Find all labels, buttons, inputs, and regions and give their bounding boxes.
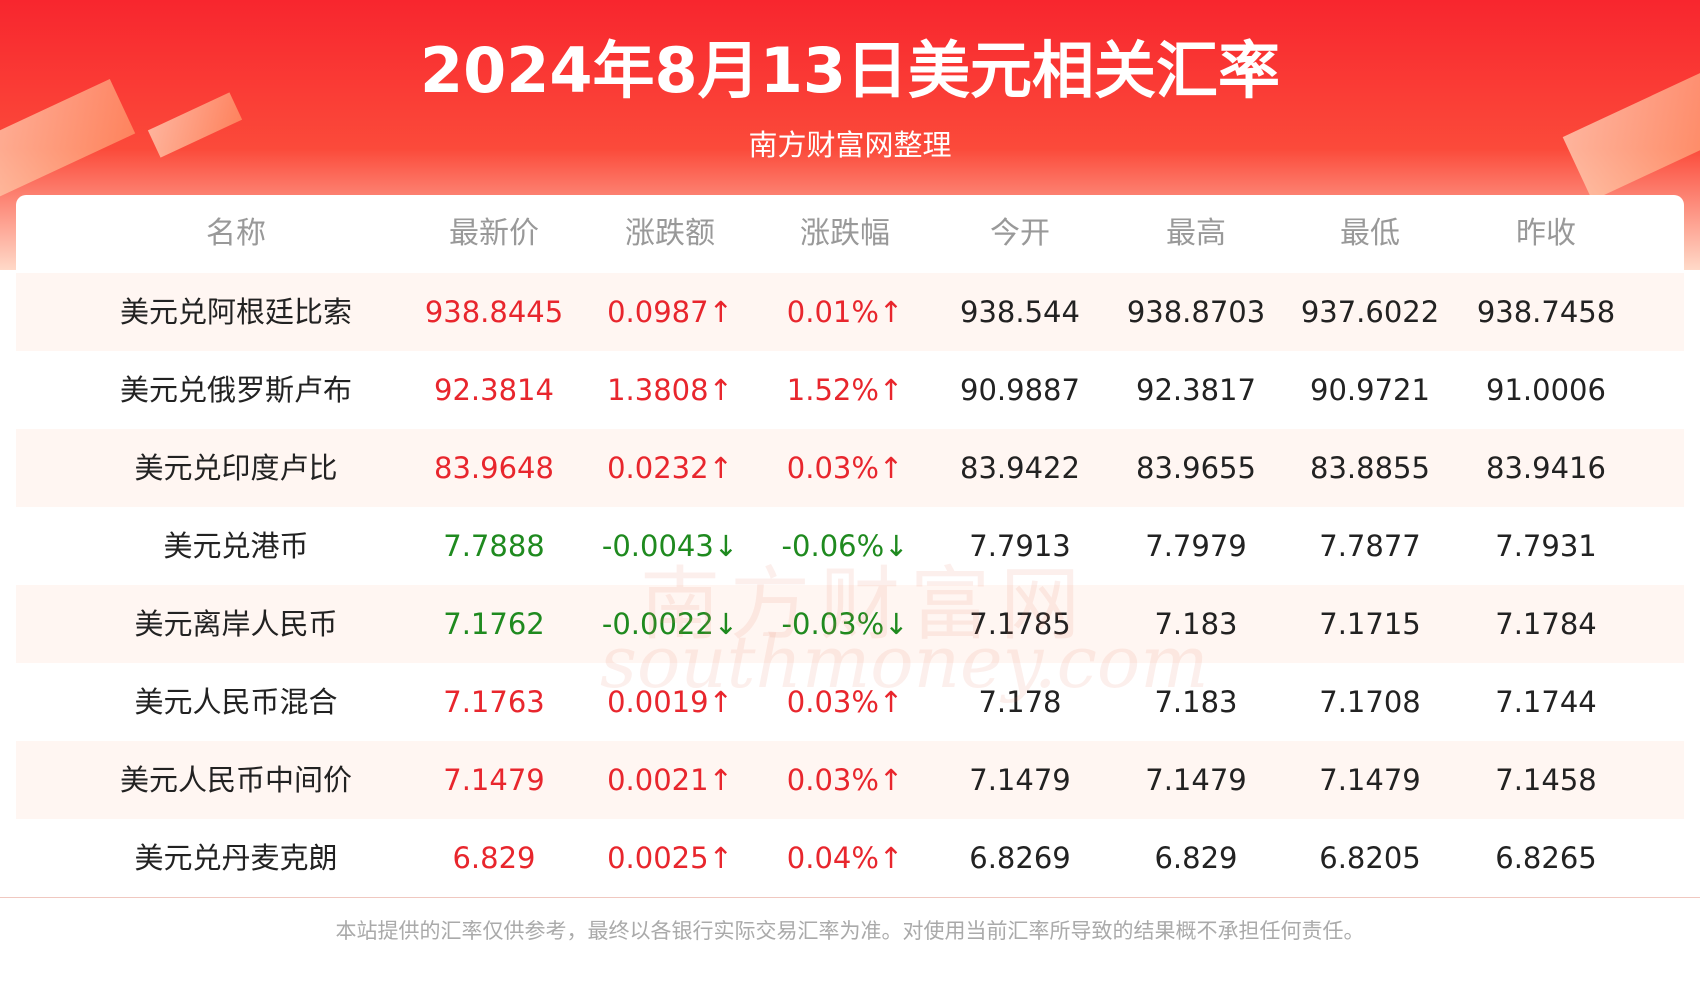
rate-value: 938.7458 bbox=[1476, 295, 1616, 329]
watermark: 南方财富网 bbox=[640, 558, 1090, 651]
rate-value: 0.0025↑ bbox=[607, 841, 733, 875]
column-header: 最低 bbox=[1340, 216, 1400, 251]
rate-value: 83.9648 bbox=[434, 451, 554, 485]
subtitle: 南方财富网整理 bbox=[748, 128, 952, 162]
rate-value: 938.544 bbox=[960, 295, 1080, 329]
column-header: 昨收 bbox=[1516, 216, 1576, 251]
table-row: 美元兑丹麦克朗 6.829 0.0025↑ 0.04%↑ 6.8269 6.829 6.82… bbox=[16, 819, 1684, 897]
column-header: 最高 bbox=[1166, 216, 1226, 251]
rate-value: 92.3814 bbox=[434, 373, 554, 407]
column-header: 名称 bbox=[206, 216, 266, 251]
rate-value: 0.03%↑ bbox=[786, 685, 904, 719]
rate-value: 7.1479 bbox=[1319, 763, 1421, 797]
table-row: 美元人民币混合 7.1763 0.0019↑ 0.03%↑ 7.178 7.183 7.17… bbox=[16, 663, 1684, 741]
rate-value: 91.0006 bbox=[1486, 373, 1606, 407]
rate-value: 7.1763 bbox=[443, 685, 545, 719]
table-row: 美元兑俄罗斯卢布 92.3814 1.3808↑ 1.52%↑ 90.9887 92.38… bbox=[16, 351, 1684, 429]
rate-value: 7.1479 bbox=[969, 763, 1071, 797]
pair-name: 美元人民币混合 bbox=[134, 685, 338, 719]
rate-value: 0.0019↑ bbox=[607, 685, 733, 719]
title: 2024年8月13日美元相关汇率 bbox=[420, 34, 1280, 107]
rate-value: 7.1715 bbox=[1319, 607, 1421, 641]
rate-value: 937.6022 bbox=[1300, 295, 1440, 329]
disclaimer: 本站提供的汇率仅供参考，最终以各银行实际交易汇率为准。对使用当前汇率所导致的结果… bbox=[335, 919, 1365, 943]
rate-value: 7.183 bbox=[1154, 607, 1238, 641]
column-header: 今开 bbox=[990, 216, 1050, 251]
rate-value: 7.7979 bbox=[1145, 529, 1247, 563]
pair-name: 美元兑阿根廷比索 bbox=[119, 295, 353, 329]
rate-value: 1.3808↑ bbox=[607, 373, 733, 407]
divider bbox=[0, 897, 1700, 898]
pair-name: 美元兑印度卢比 bbox=[134, 451, 338, 485]
rate-value: 938.8445 bbox=[424, 295, 564, 329]
rate-value: 0.0987↑ bbox=[607, 295, 733, 329]
table-row: 美元兑阿根廷比索 938.8445 0.0987↑ 0.01%↑ 938.544 938.… bbox=[16, 273, 1684, 351]
rate-value: 0.03%↑ bbox=[786, 763, 904, 797]
column-header: 涨跌幅 bbox=[800, 216, 890, 251]
table-row: 美元人民币中间价 7.1479 0.0021↑ 0.03%↑ 7.1479 7.1479 7… bbox=[16, 741, 1684, 819]
rate-value: 6.829 bbox=[452, 841, 536, 875]
header-row: 名称 最新价 涨跌额 涨跌幅 今开 最高 最低 昨收 bbox=[16, 195, 1684, 273]
column-header: 最新价 bbox=[449, 216, 539, 251]
rate-value: 6.8265 bbox=[1495, 841, 1597, 875]
rate-value: 7.1479 bbox=[443, 763, 545, 797]
rate-value: 0.0021↑ bbox=[607, 763, 733, 797]
table-row: 美元兑港币 7.7888 -0.0043↓ -0.06%↓ 7.7913 7.7979 7.… bbox=[16, 507, 1684, 585]
column-header: 涨跌额 bbox=[625, 216, 715, 251]
rate-value: 7.7931 bbox=[1495, 529, 1597, 563]
rate-value: 0.03%↑ bbox=[786, 451, 904, 485]
rate-value: 7.7913 bbox=[969, 529, 1071, 563]
rate-value: 6.8269 bbox=[969, 841, 1071, 875]
rate-value: -0.03%↓ bbox=[781, 607, 909, 641]
watermark: southmoney.com bbox=[600, 620, 1209, 704]
rate-value: 0.01%↑ bbox=[786, 295, 904, 329]
rate-value: 6.8205 bbox=[1319, 841, 1421, 875]
rate-value: -0.0022↓ bbox=[601, 607, 739, 641]
rate-value: 92.3817 bbox=[1136, 373, 1256, 407]
table-row: 美元兑印度卢比 83.9648 0.0232↑ 0.03%↑ 83.9422 83.965… bbox=[16, 429, 1684, 507]
pair-name: 美元兑俄罗斯卢布 bbox=[119, 373, 353, 407]
rate-value: 938.8703 bbox=[1126, 295, 1266, 329]
rate-value: 7.1458 bbox=[1495, 763, 1597, 797]
rate-value: 90.9721 bbox=[1310, 373, 1430, 407]
rate-value: 83.9416 bbox=[1486, 451, 1606, 485]
rate-value: 83.8855 bbox=[1310, 451, 1430, 485]
pair-name: 美元兑丹麦克朗 bbox=[134, 841, 338, 875]
rate-value: 90.9887 bbox=[960, 373, 1080, 407]
pair-name: 美元兑港币 bbox=[163, 529, 309, 563]
rate-value: -0.06%↓ bbox=[781, 529, 909, 563]
rate-table: 名称 最新价 涨跌额 涨跌幅 今开 最高 最低 昨收美元兑阿根廷比索 938.8445 0.098… bbox=[16, 195, 1684, 897]
rate-value: 7.1744 bbox=[1495, 685, 1597, 719]
rate-value: 83.9655 bbox=[1136, 451, 1256, 485]
rate-value: 7.7888 bbox=[443, 529, 545, 563]
rate-value: 6.829 bbox=[1154, 841, 1238, 875]
rate-value: 7.1762 bbox=[443, 607, 545, 641]
rate-value: 0.04%↑ bbox=[786, 841, 904, 875]
table-row: 美元离岸人民币 7.1762 -0.0022↓ -0.03%↓ 7.1785 7.183 7… bbox=[16, 585, 1684, 663]
rate-value: 7.183 bbox=[1154, 685, 1238, 719]
pair-name: 美元离岸人民币 bbox=[134, 607, 338, 641]
rate-value: 83.9422 bbox=[960, 451, 1080, 485]
rate-value: 7.178 bbox=[978, 685, 1062, 719]
rate-value: 7.1785 bbox=[969, 607, 1071, 641]
rate-value: 0.0232↑ bbox=[607, 451, 733, 485]
rate-value: 7.1708 bbox=[1319, 685, 1421, 719]
rate-value: 7.1479 bbox=[1145, 763, 1247, 797]
rate-value: -0.0043↓ bbox=[601, 529, 739, 563]
rate-value: 1.52%↑ bbox=[786, 373, 904, 407]
rate-value: 7.1784 bbox=[1495, 607, 1597, 641]
pair-name: 美元人民币中间价 bbox=[119, 763, 353, 797]
rate-value: 7.7877 bbox=[1319, 529, 1421, 563]
